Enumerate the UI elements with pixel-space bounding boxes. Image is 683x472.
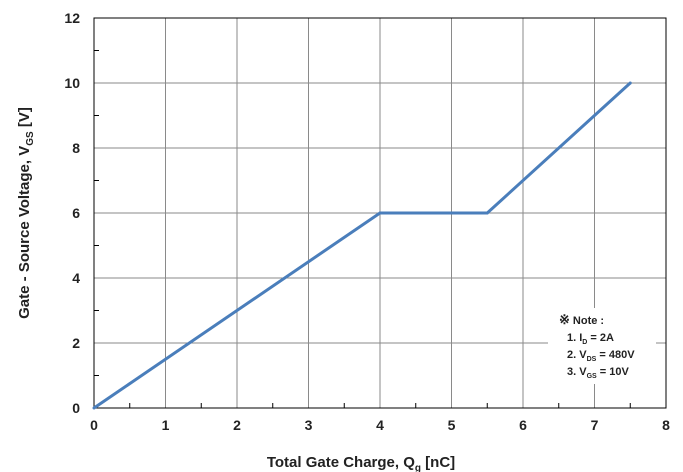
note-box: ※ Note : 1. ID = 2A 2. VDS = 480V 3. VGS … <box>548 308 656 384</box>
y-tick-label-0: 0 <box>72 400 80 416</box>
note-line-1: 1. ID = 2A <box>567 332 614 346</box>
series-point-3 <box>628 81 632 85</box>
y-tick-label-6: 12 <box>64 10 80 26</box>
y-tick-label-1: 2 <box>72 335 80 351</box>
plot-frame <box>93 17 667 409</box>
x-tick-label-3: 3 <box>305 417 313 433</box>
x-tick-label-4: 4 <box>376 417 384 433</box>
note-box-frame <box>548 308 656 384</box>
y-tick-label-5: 10 <box>64 75 80 91</box>
x-axis-title: Total Gate Charge, Qg [nC] <box>267 454 455 472</box>
series-point-0 <box>92 406 96 410</box>
y-tick-labels: 0 2 4 6 8 10 12 <box>64 10 80 416</box>
minor-ticks <box>94 50 631 408</box>
x-tick-label-2: 2 <box>233 417 241 433</box>
series-point-2 <box>485 211 489 215</box>
note-line-2: 2. VDS = 480V <box>567 349 635 363</box>
x-tick-labels: 0 1 2 3 4 5 6 7 8 <box>90 417 670 433</box>
y-tick-label-3: 6 <box>72 205 80 221</box>
series-points <box>92 81 632 410</box>
x-tick-label-0: 0 <box>90 417 98 433</box>
x-tick-label-5: 5 <box>448 417 456 433</box>
x-tick-label-6: 6 <box>519 417 527 433</box>
x-tick-label-1: 1 <box>162 417 170 433</box>
series-line <box>93 81 632 410</box>
note-header: ※ Note : <box>559 312 604 327</box>
series-point-1 <box>378 211 382 215</box>
note-line-3: 3. VGS = 10V <box>567 366 629 380</box>
x-tick-label-8: 8 <box>662 417 670 433</box>
y-tick-label-2: 4 <box>72 270 80 286</box>
y-tick-label-4: 8 <box>72 140 80 156</box>
x-tick-label-7: 7 <box>591 417 599 433</box>
y-axis-title: Gate - Source Voltage, VGS [V] <box>16 107 36 319</box>
